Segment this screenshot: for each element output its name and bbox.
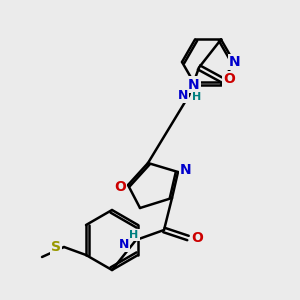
Text: O: O <box>114 180 126 194</box>
Text: O: O <box>223 73 235 86</box>
Text: N: N <box>229 55 241 69</box>
Text: N: N <box>119 238 129 250</box>
Text: O: O <box>191 231 203 245</box>
Text: N: N <box>178 89 188 102</box>
Text: H: H <box>129 230 139 240</box>
Text: S: S <box>51 240 61 254</box>
Text: N: N <box>188 77 200 92</box>
Text: N: N <box>180 163 192 177</box>
Text: H: H <box>192 92 202 103</box>
